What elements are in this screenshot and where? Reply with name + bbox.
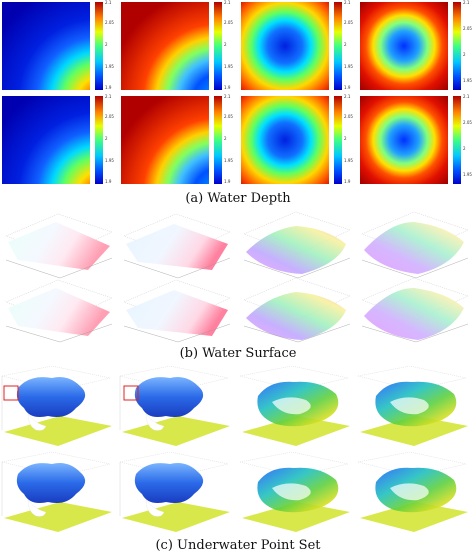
surface-panel-2 xyxy=(123,213,231,279)
cbar-tick: 2.1 xyxy=(344,0,351,5)
cbar-tick: 2.05 xyxy=(105,20,114,25)
depth-colorbar-1 xyxy=(95,2,103,90)
cbar-tick: 1.95 xyxy=(344,158,353,163)
depth-colorbar-4 xyxy=(453,2,461,90)
depth-heatmap-4 xyxy=(360,2,448,90)
surface-panel-1 xyxy=(5,213,113,279)
cbar-tick: 2.05 xyxy=(463,26,472,31)
cbar-tick: 2.1 xyxy=(105,94,112,99)
cbar-tick: 2.05 xyxy=(105,114,114,119)
cbar-tick: 1.9 xyxy=(105,85,112,90)
depth-colorbar-5 xyxy=(95,96,103,184)
depth-colorbar-3 xyxy=(334,2,342,90)
depth-heatmap-7 xyxy=(241,96,329,184)
caption-water-depth: (a) Water Depth xyxy=(185,191,291,206)
cbar-tick: 1.9 xyxy=(224,85,231,90)
cbar-tick: 1.95 xyxy=(463,172,472,177)
depth-heatmap-8 xyxy=(360,96,448,184)
cbar-tick: 2.1 xyxy=(463,94,470,99)
highlight-box xyxy=(123,385,139,401)
cbar-tick: 1.95 xyxy=(105,158,114,163)
water-surface-figure xyxy=(5,211,469,343)
cbar-tick: 2 xyxy=(463,52,466,57)
point-set-panel-5 xyxy=(1,451,112,532)
cbar-tick: 1.9 xyxy=(105,179,112,184)
cbar-tick: 1.95 xyxy=(224,158,233,163)
point-set-panel-6 xyxy=(119,451,230,532)
surface-panel-6 xyxy=(123,279,231,343)
depth-heatmap-2 xyxy=(121,2,209,90)
depth-colorbar-6 xyxy=(214,96,222,184)
caption-underwater-point-set: (c) Underwater Point Set xyxy=(155,538,321,553)
cbar-tick: 2.1 xyxy=(105,0,112,5)
cbar-tick: 2.1 xyxy=(224,0,231,5)
depth-heatmap-3 xyxy=(241,2,329,90)
caption-water-surface: (b) Water Surface xyxy=(179,346,297,361)
cbar-tick: 2.05 xyxy=(463,120,472,125)
surface-panel-3 xyxy=(243,211,351,279)
cbar-tick: 2.05 xyxy=(224,20,233,25)
point-set-panel-2 xyxy=(119,366,230,446)
water-depth-figure: 2.1 2.05 2 1.95 1.9 2.1 2.05 2 1.95 1.9 … xyxy=(0,0,476,210)
highlight-box xyxy=(3,385,19,401)
cbar-tick: 1.9 xyxy=(224,179,231,184)
underwater-point-set-figure xyxy=(1,366,468,532)
cbar-tick: 2.05 xyxy=(344,20,353,25)
cbar-tick: 1.95 xyxy=(344,64,353,69)
surface-panel-8 xyxy=(361,277,469,343)
cbar-tick: 2 xyxy=(463,146,466,151)
point-set-panel-8 xyxy=(357,451,468,532)
cbar-tick: 1.9 xyxy=(344,85,351,90)
depth-colorbar-7 xyxy=(334,96,342,184)
cbar-tick: 2 xyxy=(344,136,347,141)
depth-colorbar-8 xyxy=(453,96,461,184)
cbar-tick: 2.05 xyxy=(344,114,353,119)
cbar-tick: 1.95 xyxy=(224,64,233,69)
point-set-panel-7 xyxy=(239,451,350,532)
depth-colorbar-2 xyxy=(214,2,222,90)
water-depth-heatmaps xyxy=(2,2,448,184)
cbar-tick: 2 xyxy=(224,42,227,47)
cbar-tick: 2.05 xyxy=(224,114,233,119)
point-set-panel-4 xyxy=(357,366,468,446)
depth-heatmap-6 xyxy=(121,96,209,184)
point-set-panel-1 xyxy=(1,366,112,446)
cbar-tick: 2.1 xyxy=(463,0,470,5)
surface-panel-5 xyxy=(5,279,113,343)
cbar-tick: 2 xyxy=(105,42,108,47)
cbar-tick: 2 xyxy=(224,136,227,141)
depth-heatmap-5 xyxy=(2,96,90,184)
cbar-tick: 1.95 xyxy=(105,64,114,69)
surface-panel-4 xyxy=(361,211,469,279)
cbar-tick: 2.1 xyxy=(224,94,231,99)
depth-heatmap-1 xyxy=(2,2,90,90)
cbar-tick: 1.9 xyxy=(344,179,351,184)
surface-panel-7 xyxy=(243,277,351,343)
point-set-panel-3 xyxy=(239,366,350,446)
cbar-tick: 2 xyxy=(105,136,108,141)
cbar-tick: 2 xyxy=(344,42,347,47)
cbar-tick: 1.95 xyxy=(463,78,472,83)
cbar-tick: 2.1 xyxy=(344,94,351,99)
